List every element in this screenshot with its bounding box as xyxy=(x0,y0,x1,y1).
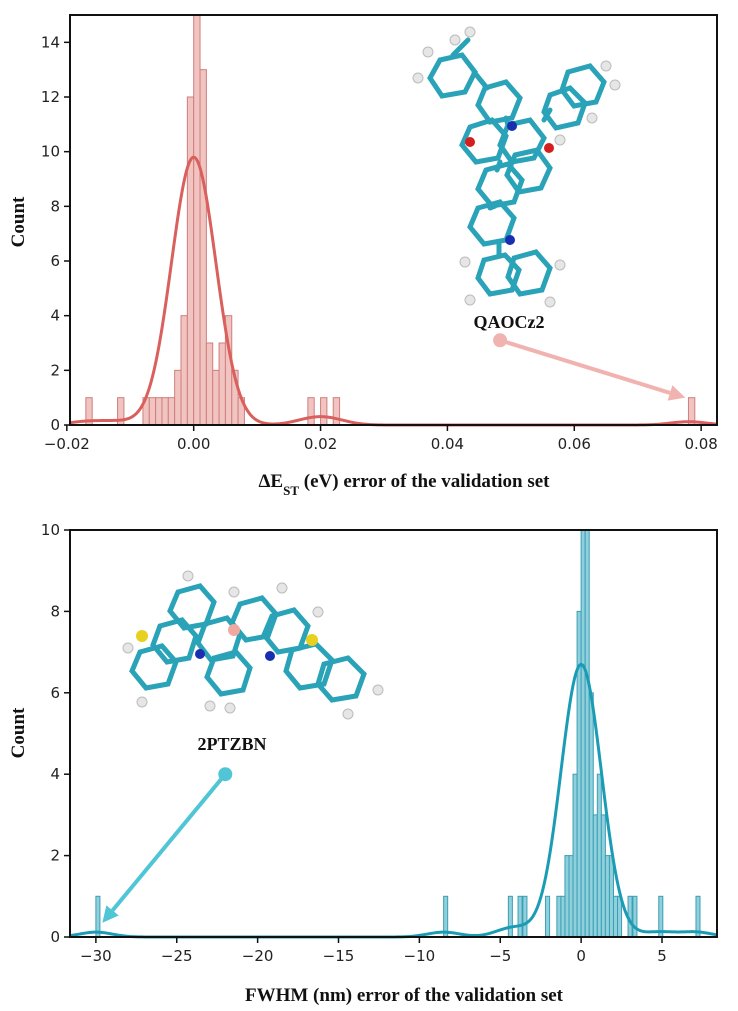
histogram-bar xyxy=(148,397,157,426)
histogram-bar xyxy=(556,895,562,938)
x-tick-label: −5 xyxy=(489,947,511,965)
y-tick-label: 4 xyxy=(50,765,60,783)
2ptzbn-arrow xyxy=(102,767,233,923)
arrow-head xyxy=(667,385,686,401)
histogram-bar xyxy=(592,814,598,938)
histogram-bar xyxy=(205,342,214,426)
histogram-bar xyxy=(588,692,594,938)
bottom-axes: −30 −25 −20 −15 −10 −5 0 5 0 2 4 6 8 10 xyxy=(41,521,718,965)
x-tick-label: 0.06 xyxy=(558,435,591,453)
y-tick-label: 4 xyxy=(50,307,60,325)
histogram-bar xyxy=(167,397,176,426)
histogram-bar xyxy=(199,69,207,426)
histogram-bar xyxy=(580,529,586,938)
top-x-axis-title: ΔEST (eV) error of the validation set xyxy=(259,471,551,498)
x-tick-label: −0.02 xyxy=(44,435,90,453)
histogram-bar xyxy=(507,895,513,938)
histogram-bar xyxy=(161,397,169,426)
x-tick-label: 0.04 xyxy=(431,435,464,453)
histogram-bar xyxy=(600,814,606,938)
histogram-bar xyxy=(596,773,602,938)
qaocz2-molecule-illustration xyxy=(412,26,621,308)
bottom-y-axis-title: Count xyxy=(8,707,29,758)
x-tick-label: −25 xyxy=(161,947,193,965)
histogram-bar xyxy=(218,342,226,426)
histogram-bar xyxy=(186,96,195,426)
plot-frame xyxy=(69,529,718,938)
histogram-bar xyxy=(576,610,582,938)
x-tick-label: −10 xyxy=(404,947,436,965)
2ptzbn-molecule-illustration xyxy=(122,570,384,720)
histogram-bar xyxy=(522,895,528,938)
histogram-bar xyxy=(193,14,201,426)
bottom-kde-curve xyxy=(69,662,718,939)
y-tick-label: 6 xyxy=(50,684,60,702)
y-tick-label: 0 xyxy=(50,416,60,434)
histogram-bar xyxy=(307,397,315,426)
y-tick-label: 10 xyxy=(41,521,60,539)
top-axes: −0.02 0.00 0.02 0.04 0.06 0.08 0 2 4 6 8 10 12 14 xyxy=(41,14,718,453)
x-tick-label: −15 xyxy=(323,947,355,965)
arrow-shaft xyxy=(111,772,227,912)
y-tick-label: 2 xyxy=(50,361,60,379)
histogram-bar xyxy=(564,855,570,938)
top-y-axis-title: Count xyxy=(8,196,29,247)
histogram-bar xyxy=(612,895,619,938)
x-tick-label: −20 xyxy=(242,947,274,965)
histogram-bar xyxy=(320,397,328,426)
arrow-head xyxy=(102,905,119,923)
x-tick-label: 0.08 xyxy=(684,435,717,453)
y-tick-label: 2 xyxy=(50,847,60,865)
histogram-bar xyxy=(517,895,523,938)
histogram-bar xyxy=(608,855,614,938)
top-x-title-sub: ST xyxy=(283,483,299,498)
histogram-bar xyxy=(632,895,638,938)
x-tick-label: 0 xyxy=(576,947,586,965)
bottom-x-axis-title: FWHM (nm) error of the validation set xyxy=(245,985,564,1006)
top-x-title-main: ΔE xyxy=(259,471,284,492)
x-tick-label: −30 xyxy=(80,947,112,965)
x-tick-label: 5 xyxy=(657,947,667,965)
histogram-bar xyxy=(568,855,574,938)
histogram-bar xyxy=(572,773,578,938)
2ptzbn-label: 2PTZBN xyxy=(197,734,266,754)
y-tick-label: 8 xyxy=(50,197,60,215)
top-kde-curve xyxy=(69,155,718,427)
x-tick-label: 0.02 xyxy=(304,435,337,453)
y-tick-label: 10 xyxy=(41,143,60,161)
histogram-bar xyxy=(560,895,566,938)
histogram-bar xyxy=(545,895,551,938)
qaocz2-arrow xyxy=(493,333,686,401)
qaocz2-label: QAOCz2 xyxy=(474,312,545,332)
y-tick-label: 0 xyxy=(50,928,60,946)
top-histogram-bars xyxy=(85,14,696,426)
y-tick-label: 8 xyxy=(50,602,60,620)
histogram-bar xyxy=(212,369,220,426)
top-x-title-rest: (eV) error of the validation set xyxy=(299,471,550,492)
x-tick-label: 0.00 xyxy=(177,435,210,453)
histogram-bar xyxy=(584,529,590,938)
y-tick-label: 14 xyxy=(41,33,60,51)
histogram-bar xyxy=(155,397,163,426)
histogram-bar xyxy=(180,315,188,426)
arrow-shaft xyxy=(499,338,671,395)
top-panel-delta-est-histogram: QAOCz2 −0.02 0.00 0.02 0.04 0.06 0.08 0 2 4 6 8 10 1… xyxy=(8,14,718,498)
y-tick-label: 12 xyxy=(41,88,60,106)
plot-frame xyxy=(69,14,718,426)
y-tick-label: 6 xyxy=(50,252,60,270)
histogram-bar xyxy=(332,397,341,426)
histogram-bar xyxy=(604,855,610,938)
histogram-bar xyxy=(174,369,182,426)
